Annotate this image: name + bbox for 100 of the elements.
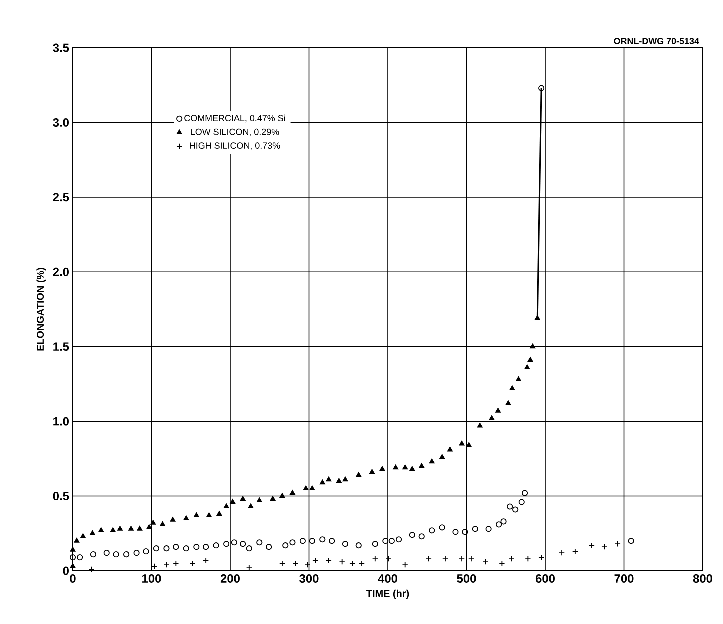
point xyxy=(356,542,362,549)
point xyxy=(153,546,160,552)
point xyxy=(512,506,519,513)
point xyxy=(466,442,472,448)
point xyxy=(310,486,316,491)
point xyxy=(113,552,120,558)
point xyxy=(320,480,326,485)
point xyxy=(270,496,276,502)
point xyxy=(128,526,134,531)
point xyxy=(80,534,86,538)
legend-label: HIGH SILICON, 0.73% xyxy=(190,142,280,150)
point xyxy=(194,512,200,518)
point xyxy=(329,538,336,544)
point xyxy=(380,466,386,472)
y-tick-label: 2.0 xyxy=(53,268,69,276)
point xyxy=(524,364,530,370)
y-tick-label: 0.5 xyxy=(53,492,70,501)
point xyxy=(143,548,150,555)
point xyxy=(486,526,492,532)
point xyxy=(419,463,425,468)
point xyxy=(77,554,84,561)
x-axis-title: TIME (hr) xyxy=(366,590,410,600)
x-tick-label: 400 xyxy=(378,574,398,583)
point xyxy=(418,534,425,540)
point xyxy=(240,541,246,548)
point xyxy=(440,454,446,460)
x-tick-label: 800 xyxy=(693,574,712,583)
point xyxy=(530,344,536,349)
point xyxy=(134,550,140,556)
point xyxy=(224,541,230,548)
point xyxy=(256,540,263,546)
point xyxy=(74,538,80,543)
point xyxy=(183,546,190,552)
point xyxy=(282,542,289,549)
point xyxy=(90,530,96,536)
x-tick-label: 300 xyxy=(300,574,319,584)
point xyxy=(70,547,76,552)
point xyxy=(462,529,468,536)
point xyxy=(290,540,296,546)
point xyxy=(388,538,395,544)
point xyxy=(280,493,286,498)
point xyxy=(110,528,116,532)
y-axis-title: ELONGATION (%) xyxy=(36,268,46,351)
y-tick-label: 2.5 xyxy=(53,193,70,202)
point xyxy=(240,496,246,502)
legend-label: LOW SILICON, 0.29% xyxy=(191,128,280,136)
point xyxy=(70,554,76,561)
y-tick-label: 1.5 xyxy=(54,342,70,352)
point xyxy=(256,498,262,503)
point xyxy=(452,529,459,536)
x-tick-label: 700 xyxy=(614,574,634,583)
point xyxy=(203,544,210,550)
point xyxy=(410,466,416,472)
point xyxy=(303,486,309,491)
y-tick-label: 3.0 xyxy=(53,118,69,127)
point xyxy=(326,476,332,482)
x-tick-label: 0 xyxy=(70,574,76,583)
point xyxy=(231,540,238,546)
point xyxy=(448,446,453,452)
point xyxy=(213,542,220,549)
point xyxy=(184,516,190,520)
point xyxy=(124,552,130,558)
y-tick-label: 0 xyxy=(63,566,69,576)
point xyxy=(336,478,342,484)
point xyxy=(459,440,465,446)
point xyxy=(518,499,525,506)
point xyxy=(146,524,152,530)
point xyxy=(230,499,236,504)
x-tick-label: 100 xyxy=(142,574,162,583)
point xyxy=(248,504,254,508)
point xyxy=(173,544,180,550)
x-tick-label: 200 xyxy=(220,574,240,583)
point xyxy=(216,511,222,516)
point xyxy=(429,528,436,534)
point xyxy=(224,504,230,508)
point xyxy=(489,416,495,420)
point xyxy=(104,550,110,556)
legend-label: COMMERCIAL, 0.47% Si xyxy=(184,114,286,123)
point xyxy=(507,504,514,510)
point xyxy=(496,522,502,528)
point xyxy=(393,464,399,470)
point xyxy=(300,538,306,544)
point xyxy=(372,541,378,548)
point xyxy=(628,538,634,544)
y-tick-label: 1.0 xyxy=(54,417,69,426)
point xyxy=(90,552,97,558)
point xyxy=(342,476,348,482)
point xyxy=(496,408,501,413)
point xyxy=(439,524,446,531)
point xyxy=(528,357,534,362)
point xyxy=(137,526,143,531)
text: ORNL-DWG 70-5134 xyxy=(614,38,700,44)
point xyxy=(409,532,416,538)
point xyxy=(164,546,170,552)
point xyxy=(477,423,483,428)
point xyxy=(506,400,512,406)
point xyxy=(510,386,516,390)
point xyxy=(320,536,326,543)
point xyxy=(342,541,349,548)
x-tick-label: 500 xyxy=(457,574,476,583)
